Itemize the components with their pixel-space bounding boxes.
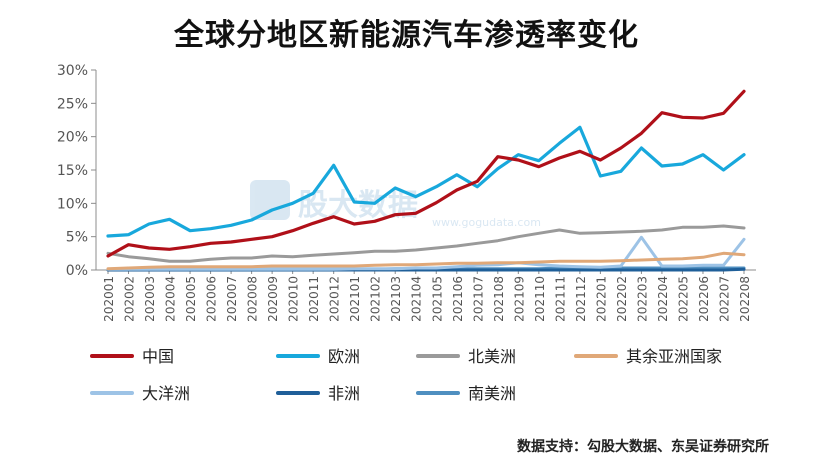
series-line-0 (106, 89, 746, 258)
series-line-4 (106, 235, 746, 271)
x-tick-label: 202103 (389, 276, 403, 322)
series-line-3 (106, 251, 746, 271)
x-tick-label: 202003 (143, 276, 157, 322)
legend-label: 南美洲 (468, 384, 516, 403)
source-note: 数据支持：勾股大数据、东吴证券研究所 (517, 439, 769, 455)
y-tick-label: 15% (57, 163, 88, 179)
x-tick-label: 202106 (451, 276, 465, 322)
x-tick-label: 202202 (615, 276, 629, 322)
series-line-1 (106, 125, 746, 238)
x-tick-label: 202105 (430, 276, 444, 322)
x-tick-label: 202108 (492, 276, 506, 322)
x-tick-label: 202107 (471, 276, 485, 322)
x-tick-label: 202112 (574, 276, 588, 322)
x-tick-label: 202004 (164, 276, 178, 322)
legend-label: 北美洲 (468, 347, 516, 366)
x-tick-label: 202102 (369, 276, 383, 322)
x-tick-label: 202005 (184, 276, 198, 322)
x-tick-label: 202001 (102, 276, 116, 322)
x-tick-label: 202006 (205, 276, 219, 322)
legend-label: 非洲 (328, 384, 360, 403)
series-line-2 (106, 224, 746, 263)
y-tick-label: 5% (66, 230, 88, 246)
y-tick-label: 20% (57, 130, 88, 146)
x-tick-label: 202206 (697, 276, 711, 322)
x-tick-label: 202205 (676, 276, 690, 322)
x-tick-label: 202104 (410, 276, 424, 322)
x-tick-label: 202109 (512, 276, 526, 322)
y-tick-label: 25% (57, 96, 88, 112)
legend-label: 大洋洲 (142, 384, 190, 403)
x-tick-label: 202002 (123, 276, 137, 322)
legend-label: 其余亚洲国家 (626, 347, 722, 366)
chart-title: 全球分地区新能源汽车渗透率变化 (174, 18, 639, 53)
y-tick-label: 10% (57, 196, 88, 212)
x-tick-label: 202008 (246, 276, 260, 322)
x-tick-label: 202208 (738, 276, 752, 322)
x-tick-label: 202201 (594, 276, 608, 322)
legend-label: 欧洲 (328, 347, 360, 366)
x-tick-label: 202203 (635, 276, 649, 322)
legend-label: 中国 (142, 347, 174, 366)
x-tick-label: 202007 (225, 276, 239, 322)
y-tick-label: 0% (66, 263, 88, 279)
x-tick-label: 202111 (553, 276, 567, 322)
x-tick-label: 202110 (533, 276, 547, 322)
x-tick-label: 202009 (266, 276, 280, 322)
x-tick-label: 202011 (307, 276, 321, 322)
chart-series (106, 89, 746, 272)
x-tick-label: 202012 (328, 276, 342, 322)
y-tick-label: 30% (57, 63, 88, 79)
x-tick-label: 202010 (287, 276, 301, 322)
x-tick-label: 202204 (656, 276, 670, 322)
x-tick-label: 202207 (717, 276, 731, 322)
x-tick-label: 202101 (348, 276, 362, 322)
